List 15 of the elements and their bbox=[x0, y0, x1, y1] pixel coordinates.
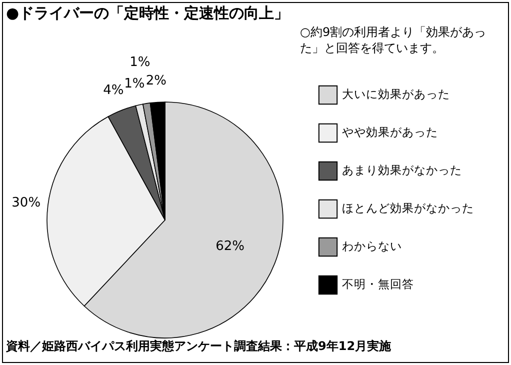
text: ○約9割の利用者より「効果があった」と回答を得ています。 bbox=[300, 24, 488, 56]
data-label: 2% bbox=[146, 73, 167, 88]
data-label: 62% bbox=[216, 238, 245, 254]
legend-label: 大いに効果があった bbox=[342, 87, 450, 101]
data-label: 1% bbox=[130, 54, 150, 70]
text: 資料／姫路西バイパス利用実態アンケート調査結果：平成9年12月実施 bbox=[6, 338, 392, 355]
chart-title: ●ドライバーの「定時性・定速性の向上」 bbox=[6, 4, 290, 23]
data-label: 1% bbox=[124, 76, 145, 92]
legend-label: やや効果があった bbox=[342, 125, 438, 139]
legend-label: あまり効果がなかった bbox=[342, 163, 462, 177]
data-label: 4% bbox=[103, 82, 124, 98]
legend-label: ほとんど効果がなかった bbox=[342, 201, 474, 215]
data-label: 30% bbox=[12, 195, 41, 210]
legend-label: 不明・無回答 bbox=[342, 277, 414, 291]
legend-label: わからない bbox=[342, 239, 402, 253]
